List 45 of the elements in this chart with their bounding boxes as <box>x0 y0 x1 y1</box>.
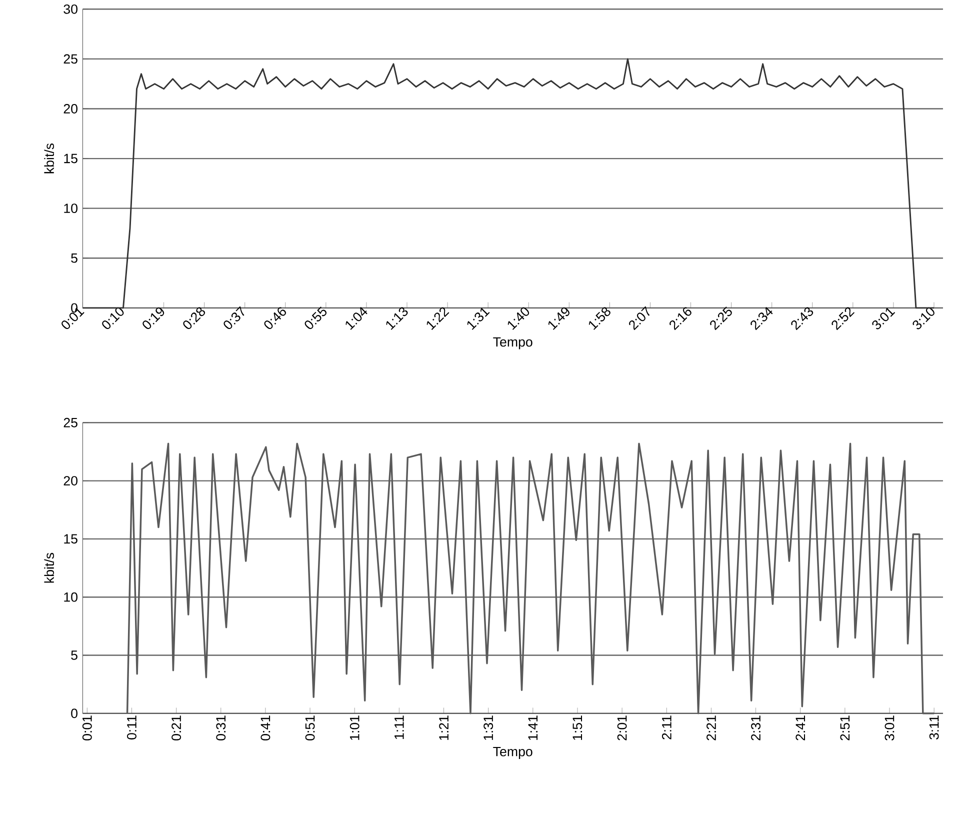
x-tick-label: 0:51 <box>305 716 315 741</box>
y-tick-label: 10 <box>64 204 78 214</box>
x-tick-label: 1:31 <box>484 716 494 740</box>
x-tick-label: 2:11 <box>662 716 672 740</box>
x-tick-label: 0:37 <box>224 306 244 330</box>
x-tick-label: 0:11 <box>127 716 136 740</box>
y-tick-label: 5 <box>71 254 78 263</box>
y-tick-label: 25 <box>64 418 78 428</box>
x-tick-label: 2:21 <box>706 716 716 740</box>
x-tick-label: 2:31 <box>751 716 760 740</box>
x-tick-label: 1:41 <box>528 716 538 740</box>
x-tick-label: 0:31 <box>216 716 226 741</box>
x-tick-label: 0:41 <box>260 716 270 741</box>
x-tick-label: 0:28 <box>183 307 206 330</box>
y-tick-label: 0 <box>71 708 78 718</box>
y-tick-label: 25 <box>64 54 78 64</box>
x-tick-label: 3:11 <box>929 716 939 740</box>
y-tick-label: 15 <box>64 534 78 544</box>
x-tick-label: 0:46 <box>264 307 286 330</box>
x-tick-label: 2:01 <box>617 716 627 740</box>
y-tick-label: 5 <box>71 650 78 660</box>
x-tick-label: 1:01 <box>350 716 360 740</box>
x-tick-label: 1:49 <box>548 308 570 330</box>
x-tick-label: 0:21 <box>172 716 182 741</box>
x-tick-label: 1:31 <box>467 308 490 330</box>
x-tick-label: 0:55 <box>304 306 327 330</box>
x-tick-label: 3:01 <box>872 308 896 330</box>
x-tick-label: 3:10 <box>912 308 934 330</box>
x-tick-label: 0:01 <box>82 716 92 741</box>
x-tick-label: 2:51 <box>840 716 850 740</box>
x-axis-title: Tempo <box>493 337 532 350</box>
y-tick-label: 10 <box>64 592 78 602</box>
y-axis-title: kbit/s <box>44 553 54 583</box>
y-axis-title: kbit/s <box>44 144 54 174</box>
y-tick-label: 30 <box>64 4 78 14</box>
y-tick-label: 20 <box>64 104 78 114</box>
y-tick-label: 20 <box>64 476 78 486</box>
x-axis-title: Tempo <box>493 747 532 760</box>
x-tick-label: 1:51 <box>572 716 582 740</box>
x-tick-label: 2:41 <box>796 716 806 740</box>
x-tick-label: 3:01 <box>884 716 894 741</box>
x-tick-label: 0:19 <box>142 308 164 330</box>
x-tick-label: 1:21 <box>439 716 448 740</box>
x-tick-label: 1:11 <box>394 716 404 740</box>
y-tick-label: 15 <box>64 154 78 164</box>
